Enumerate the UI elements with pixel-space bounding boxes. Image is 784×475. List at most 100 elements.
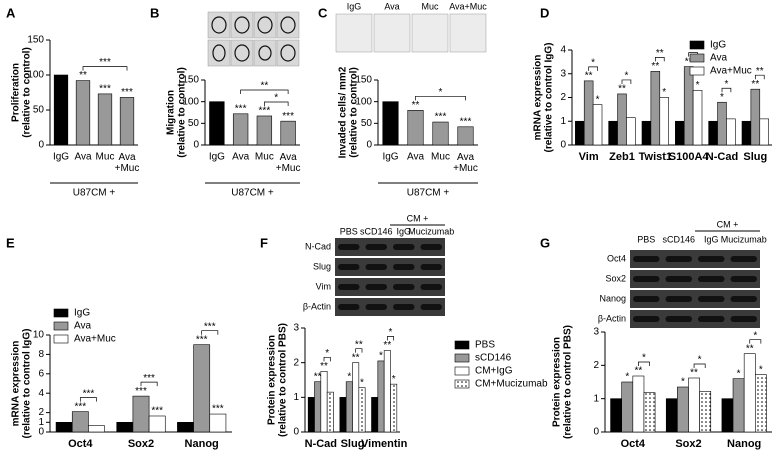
bracket <box>754 74 765 80</box>
x-tick-label: Muc <box>431 152 450 163</box>
lane-label: sCD146 <box>360 226 393 236</box>
y-tick-label: 2 <box>560 92 566 103</box>
x-tick-label: Ava <box>74 152 91 163</box>
bar <box>699 391 712 433</box>
x-tick-label: Muc <box>255 152 274 163</box>
bar <box>148 415 166 433</box>
blot-band <box>633 276 660 282</box>
legend-swatch <box>53 308 69 318</box>
blot-band <box>365 304 387 310</box>
bar <box>116 421 134 433</box>
blot-band <box>338 264 360 270</box>
y-axis-label: mRNA expression <box>11 341 22 427</box>
y-axis-label: mRNA expression <box>533 55 544 141</box>
significance: * <box>596 94 600 105</box>
blot-row-label: Slug <box>313 261 331 271</box>
legend-swatch <box>689 66 705 76</box>
bar <box>382 101 399 146</box>
significance: *** <box>460 116 472 127</box>
bracket <box>621 79 632 84</box>
image-label: Ava+Muc <box>449 1 487 11</box>
blot-band <box>338 244 360 250</box>
blot-band <box>393 244 415 250</box>
bracket <box>355 348 363 353</box>
significance: *** <box>235 103 247 114</box>
significance: * <box>662 87 666 98</box>
bracket-label: *** <box>83 388 95 399</box>
bracket-label: *** <box>143 373 155 384</box>
y-tick-label: 3 <box>560 68 566 79</box>
y-tick-label: 50 <box>188 118 200 129</box>
x-tick-label: Nanog <box>185 438 219 450</box>
x-tick-label: Oct4 <box>68 438 93 450</box>
bracket-label: ** <box>656 48 664 59</box>
y-tick-label: 1 <box>593 393 599 404</box>
bar <box>641 120 652 146</box>
legend-swatch <box>454 379 470 389</box>
y-axis-label: (relative to control) <box>349 67 360 158</box>
bar <box>665 398 678 433</box>
significance: ** <box>690 368 698 379</box>
panel-label: E <box>6 235 15 250</box>
blot-strip <box>335 278 445 296</box>
blot-row-label: Oct4 <box>607 253 626 263</box>
bar <box>659 97 669 146</box>
bar <box>119 97 135 146</box>
significance: * <box>759 364 763 375</box>
x-tick-label: Slug <box>743 151 767 163</box>
bracket-label: * <box>698 355 702 366</box>
y-tick-label: 2 <box>593 360 599 371</box>
y-tick-label: 100 <box>355 96 372 107</box>
x-tick-label: Vimentin <box>361 438 408 450</box>
legend-label: Ava <box>74 321 91 332</box>
x-tick-label: Ava +Muc <box>115 152 140 174</box>
blot-strip <box>630 290 760 308</box>
panel-label: C <box>318 5 328 20</box>
significance: * <box>625 372 629 383</box>
x-tick-label: Sox2 <box>675 438 701 450</box>
significance: * <box>720 92 724 103</box>
significance: ** <box>585 71 593 82</box>
bar <box>209 413 227 433</box>
blot-row-label: β-Actin <box>303 301 331 311</box>
blot-band <box>730 296 757 302</box>
x-tick-label: Sox2 <box>128 438 154 450</box>
lane-label: sCD146 <box>662 234 695 244</box>
bar <box>377 360 385 433</box>
image-label: IgG <box>347 1 362 11</box>
y-tick-label: 0 <box>38 140 44 151</box>
bracket-label: * <box>624 71 628 82</box>
group-label: CM + <box>717 219 739 229</box>
x-tick-label: Zeb1 <box>609 151 635 163</box>
y-tick-label: 3 <box>293 323 299 334</box>
significance: *** <box>212 404 224 415</box>
bar <box>71 411 89 433</box>
bar <box>754 374 767 433</box>
bar <box>759 118 769 146</box>
y-tick-label: 0 <box>366 140 372 151</box>
y-tick-label: 0 <box>193 140 199 151</box>
significance: ** <box>412 100 420 111</box>
y-tick-label: 1 <box>38 417 44 428</box>
blot-strip <box>335 238 445 256</box>
bar <box>643 392 656 433</box>
blot-band <box>420 304 442 310</box>
x-tick-label: Ava <box>232 152 249 163</box>
significance: ** <box>383 340 391 351</box>
bracket <box>82 66 128 71</box>
bracket <box>638 361 650 366</box>
y-axis-label: (relative to control) <box>22 47 33 138</box>
bracket-label: * <box>274 93 278 104</box>
bracket-label: * <box>389 327 393 338</box>
blot-band <box>633 296 660 302</box>
x-tick-label: Ava +Muc <box>453 152 478 174</box>
legend-label: sCD146 <box>475 353 512 364</box>
bar <box>232 113 249 146</box>
bar <box>339 397 347 433</box>
bar <box>683 66 694 146</box>
bar <box>132 395 150 433</box>
x-tick-label: Vim <box>579 151 599 163</box>
invasion-images <box>335 13 487 53</box>
bracket-label: ** <box>355 339 363 350</box>
significance: * <box>360 377 364 388</box>
